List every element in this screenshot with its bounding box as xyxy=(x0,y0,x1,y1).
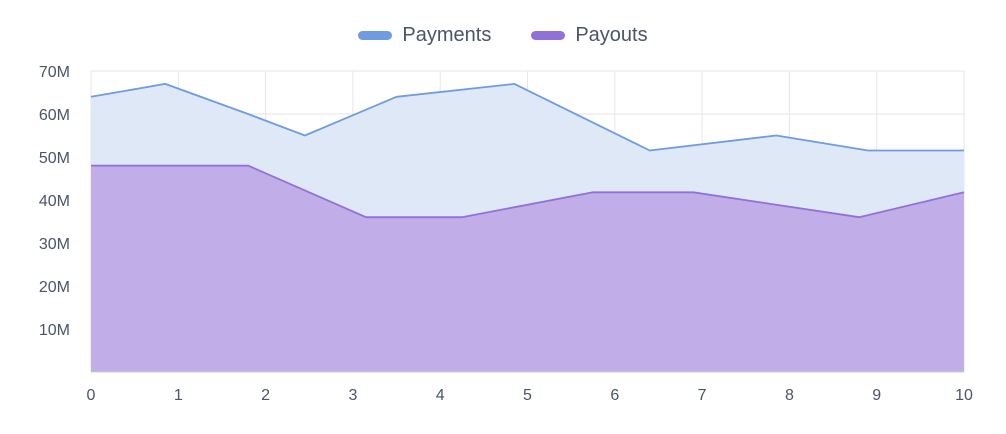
x-tick-label-6: 6 xyxy=(610,387,619,404)
x-tick-label-3: 3 xyxy=(348,387,357,404)
x-tick-label-4: 4 xyxy=(436,387,445,404)
legend-label-payouts: Payouts xyxy=(575,24,648,46)
line-payments[interactable] xyxy=(90,83,964,152)
y-tick-label-30M: 30M xyxy=(39,236,70,253)
y-tick-label-50M: 50M xyxy=(39,150,70,167)
x-tick-label-10: 10 xyxy=(955,387,973,404)
legend: Payments Payouts xyxy=(0,24,1006,47)
area-payouts[interactable] xyxy=(91,165,964,372)
x-tick-label-8: 8 xyxy=(785,387,794,404)
y-tick-label-70M: 70M xyxy=(39,64,70,81)
legend-swatch-payments xyxy=(358,31,393,40)
series-areas xyxy=(91,83,964,373)
x-tick-label-0: 0 xyxy=(87,387,96,404)
line-payouts[interactable] xyxy=(91,164,965,219)
y-tick-label-40M: 40M xyxy=(39,193,70,210)
x-tick-label-7: 7 xyxy=(698,387,707,404)
x-tick-label-9: 9 xyxy=(872,387,881,404)
series-lines xyxy=(90,83,965,219)
legend-swatch-payouts xyxy=(531,31,566,40)
legend-item-payments[interactable]: Payments xyxy=(358,24,491,47)
x-tick-label-5: 5 xyxy=(523,387,532,404)
tick-labels: 0 1 2 3 4 5 6 7 8 9 10 10M 20M 30M 40M 50M 60M 70M xyxy=(39,64,973,404)
x-tick-label-2: 2 xyxy=(261,387,270,404)
y-tick-label-20M: 20M xyxy=(39,279,70,296)
y-tick-label-10M: 10M xyxy=(39,322,70,339)
y-tick-label-60M: 60M xyxy=(39,107,70,124)
x-tick-label-1: 1 xyxy=(174,387,183,404)
legend-item-payouts[interactable]: Payouts xyxy=(531,24,648,47)
legend-label-payments: Payments xyxy=(402,24,492,46)
